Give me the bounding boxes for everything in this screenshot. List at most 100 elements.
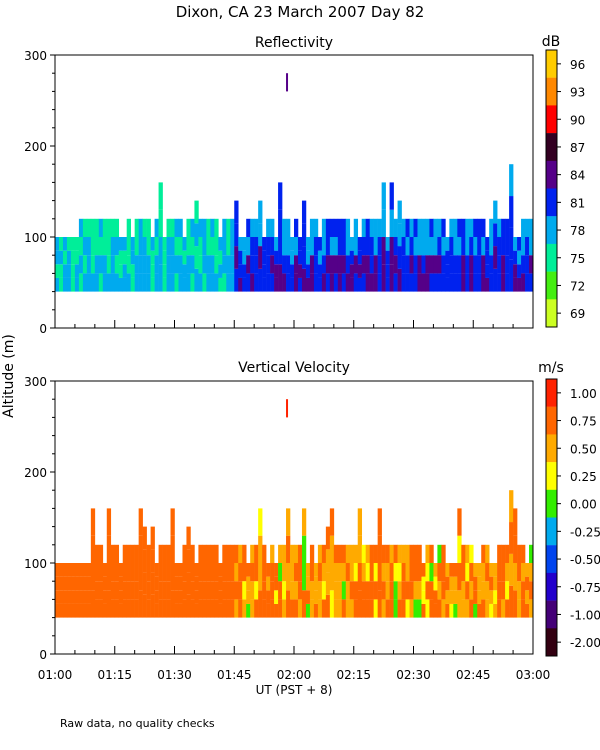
heatmap-cell — [317, 250, 323, 265]
heatmap-cell — [210, 255, 215, 274]
heatmap-cell — [417, 237, 422, 256]
heatmap-cell — [501, 237, 506, 256]
heatmap-cell — [182, 264, 187, 278]
heatmap-cell — [433, 237, 438, 256]
heatmap-cell — [134, 581, 139, 600]
heatmap-cell — [122, 277, 127, 292]
heatmap-cell — [74, 250, 80, 265]
heatmap-cell — [429, 544, 434, 563]
heatmap-cell — [126, 273, 131, 292]
heatmap-cell — [278, 209, 283, 237]
heatmap-cell — [301, 246, 307, 269]
heatmap-cell — [449, 576, 454, 591]
heatmap-cell — [313, 563, 319, 577]
x-tick-label: 01:30 — [157, 668, 192, 682]
y-tick-label: 200 — [24, 140, 47, 154]
heatmap-cell — [517, 277, 522, 292]
heatmap-cell — [525, 237, 530, 256]
heatmap-cell — [62, 250, 68, 265]
heatmap-cell — [210, 563, 215, 582]
heatmap-cell — [409, 599, 414, 618]
heatmap-cell — [266, 255, 271, 274]
heatmap-cell — [202, 563, 207, 582]
heatmap-cell — [66, 576, 72, 591]
heatmap-cell — [114, 255, 120, 274]
heatmap-cell — [417, 255, 422, 274]
heatmap-cell — [130, 599, 135, 618]
heatmap-cell — [286, 563, 291, 591]
colorbar-label: 84 — [570, 169, 585, 183]
heatmap-cell — [234, 599, 239, 618]
reflectivity-x-ticks — [54, 320, 534, 328]
heatmap-cell — [174, 603, 179, 618]
heatmap-cell — [341, 273, 347, 292]
heatmap-cell — [274, 277, 279, 292]
heatmap-cell — [421, 255, 426, 274]
heatmap-cell — [469, 255, 474, 274]
heatmap-cell — [138, 255, 143, 274]
heatmap-cell — [246, 218, 251, 237]
reflectivity-colorbar-unit: dB — [542, 34, 561, 50]
heatmap-cell — [55, 576, 60, 591]
heatmap-cell — [162, 544, 167, 563]
heatmap-cell — [174, 237, 179, 256]
heatmap-cell — [174, 273, 179, 292]
heatmap-cell — [250, 255, 255, 274]
y-tick-label: 100 — [24, 557, 47, 571]
colorbar-swatch — [546, 545, 557, 574]
heatmap-cell — [421, 218, 426, 237]
heatmap-cell — [469, 218, 474, 237]
heatmap-cell — [397, 563, 402, 582]
heatmap-cell — [513, 250, 518, 265]
velocity-colorbar-unit: m/s — [538, 360, 564, 376]
heatmap-cell — [102, 237, 108, 256]
heatmap-cell — [198, 273, 203, 292]
heatmap-cell — [397, 246, 402, 269]
heatmap-cell — [381, 544, 386, 563]
heatmap-cell — [94, 544, 100, 563]
heatmap-cell — [453, 273, 458, 292]
heatmap-cell — [254, 237, 259, 256]
heatmap-cell — [202, 581, 207, 600]
heatmap-cell — [513, 535, 518, 563]
heatmap-cell — [130, 563, 135, 582]
heatmap-cell — [453, 590, 458, 604]
colorbar-swatch — [546, 50, 557, 78]
heatmap-cell — [138, 563, 143, 591]
heatmap-cell — [501, 255, 506, 274]
heatmap-cell — [102, 563, 108, 577]
colorbar-swatch — [546, 188, 557, 217]
heatmap-cell — [290, 250, 295, 265]
heatmap-cell — [333, 255, 339, 274]
heatmap-cell — [381, 599, 386, 618]
colorbar-label: -0.50 — [570, 553, 600, 567]
heatmap-cell — [441, 544, 446, 563]
colorbar-swatch — [546, 628, 557, 657]
heatmap-cell — [449, 590, 454, 604]
heatmap-cell — [114, 237, 120, 256]
heatmap-cell — [238, 563, 243, 582]
heatmap-cell — [66, 237, 72, 251]
heatmap-cell — [266, 218, 271, 237]
heatmap-cell — [385, 264, 390, 278]
heatmap-cell — [230, 255, 235, 274]
heatmap-cell — [513, 264, 518, 278]
heatmap-cell — [182, 581, 187, 600]
heatmap-cell — [278, 599, 283, 618]
heatmap-cell — [457, 563, 462, 591]
colorbar-label: 1.00 — [570, 387, 597, 401]
heatmap-cell — [341, 218, 347, 237]
heatmap-cell — [501, 273, 506, 292]
heatmap-cell — [505, 218, 510, 237]
heatmap-cell — [337, 599, 343, 618]
heatmap-cell — [389, 544, 394, 563]
heatmap-cell — [461, 218, 466, 237]
colorbar-label: 0.25 — [570, 470, 597, 484]
heatmap-cell — [317, 237, 323, 251]
heatmap-cell — [505, 255, 510, 274]
heatmap-cell — [437, 544, 442, 563]
heatmap-cell — [485, 581, 490, 600]
heatmap-cell — [353, 237, 359, 256]
heatmap-cell — [393, 255, 398, 274]
heatmap-cell — [146, 563, 151, 582]
